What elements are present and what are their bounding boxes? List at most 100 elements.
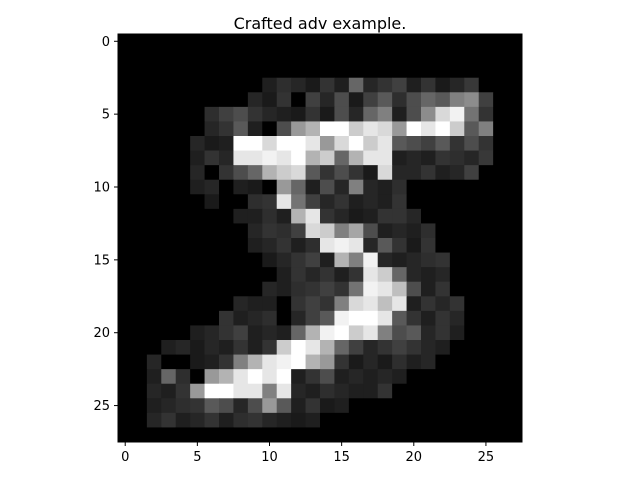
heatmap-cell	[291, 106, 306, 122]
heatmap-cell	[276, 34, 292, 49]
heatmap-cell	[334, 281, 350, 297]
heatmap-cell	[247, 427, 263, 443]
heatmap-cell	[507, 106, 523, 122]
heatmap-cell	[493, 77, 508, 93]
heatmap-cell	[392, 398, 407, 414]
heatmap-cell	[334, 106, 350, 122]
heatmap-cell	[493, 48, 508, 64]
heatmap-cell	[449, 252, 465, 268]
heatmap-cell	[161, 179, 177, 195]
heatmap-cell	[320, 340, 335, 355]
heatmap-cell	[507, 398, 523, 414]
heatmap-cell	[449, 383, 465, 399]
heatmap-cell	[118, 412, 133, 428]
heatmap-cell	[190, 106, 205, 122]
heatmap-cell	[478, 354, 494, 370]
heatmap-cell	[204, 398, 220, 414]
heatmap-cell	[334, 383, 350, 399]
heatmap-cell	[348, 223, 364, 239]
heatmap-cell	[190, 310, 205, 326]
y-tick-label: 0	[102, 35, 110, 50]
heatmap-cell	[175, 92, 191, 108]
heatmap-cell	[118, 106, 133, 122]
heatmap-cell	[262, 223, 278, 239]
heatmap-cell	[493, 34, 508, 49]
heatmap-cell	[247, 296, 263, 312]
heatmap-cell	[276, 136, 292, 151]
heatmap-cell	[363, 77, 379, 93]
heatmap-cell	[507, 325, 523, 341]
heatmap-cell	[392, 48, 407, 64]
heatmap-cell	[262, 252, 278, 268]
heatmap-cell	[276, 340, 292, 355]
heatmap-cell	[320, 369, 335, 385]
heatmap-cell	[377, 179, 393, 195]
heatmap-cell	[233, 92, 249, 108]
heatmap-cell	[262, 325, 278, 341]
heatmap-cell	[493, 136, 508, 151]
heatmap-cell	[175, 267, 191, 283]
heatmap-cell	[348, 77, 364, 93]
heatmap-cell	[262, 136, 278, 151]
heatmap-cell	[247, 150, 263, 166]
heatmap-cell	[247, 48, 263, 64]
heatmap-cell	[363, 223, 379, 239]
heatmap-cell	[406, 77, 422, 93]
heatmap-cell	[146, 48, 162, 64]
heatmap-cell	[146, 223, 162, 239]
heatmap-cell	[146, 267, 162, 283]
heatmap-cell	[507, 340, 523, 355]
heatmap-cell	[204, 179, 220, 195]
heatmap-cell	[507, 208, 523, 224]
heatmap-cell	[190, 92, 205, 108]
heatmap-cell	[348, 179, 364, 195]
heatmap-cell	[305, 383, 321, 399]
heatmap-cell	[392, 77, 407, 93]
heatmap-cell	[435, 106, 451, 122]
heatmap-cell	[334, 150, 350, 166]
heatmap-cell	[320, 179, 335, 195]
x-tick-label: 15	[333, 450, 350, 465]
heatmap-cell	[161, 412, 177, 428]
heatmap-cell	[305, 340, 321, 355]
heatmap-cell	[132, 369, 148, 385]
heatmap-cell	[305, 354, 321, 370]
heatmap-cell	[161, 325, 177, 341]
heatmap-cell	[421, 121, 436, 137]
heatmap-cell	[435, 48, 451, 64]
heatmap-cell	[219, 34, 234, 49]
heatmap-cell	[392, 369, 407, 385]
x-axis: 0 5 10 15 20 25	[121, 442, 494, 465]
heatmap-cell	[305, 194, 321, 210]
heatmap-cell	[204, 354, 220, 370]
heatmap-cell	[392, 208, 407, 224]
heatmap-cell	[276, 412, 292, 428]
heatmap-cell	[348, 165, 364, 181]
heatmap-cell	[464, 48, 480, 64]
heatmap-cell	[363, 136, 379, 151]
heatmap-cell	[363, 325, 379, 341]
heatmap-cell	[276, 383, 292, 399]
heatmap-cell	[478, 121, 494, 137]
heatmap-cell	[320, 398, 335, 414]
heatmap-cell	[291, 179, 306, 195]
heatmap-cell	[406, 340, 422, 355]
heatmap-cell	[421, 427, 436, 443]
heatmap-cell	[219, 281, 234, 297]
heatmap-cell	[478, 369, 494, 385]
heatmap-cell	[190, 121, 205, 137]
heatmap-cell	[262, 179, 278, 195]
heatmap-cell	[320, 136, 335, 151]
heatmap-cell	[132, 340, 148, 355]
heatmap-cell	[161, 121, 177, 137]
heatmap-cell	[190, 150, 205, 166]
heatmap-cell	[406, 208, 422, 224]
heatmap-cell	[175, 296, 191, 312]
heatmap-cell	[478, 106, 494, 122]
heatmap-cell	[449, 398, 465, 414]
heatmap-cell	[204, 267, 220, 283]
heatmap-cell	[233, 427, 249, 443]
heatmap-cell	[406, 398, 422, 414]
heatmap-cell	[291, 121, 306, 137]
